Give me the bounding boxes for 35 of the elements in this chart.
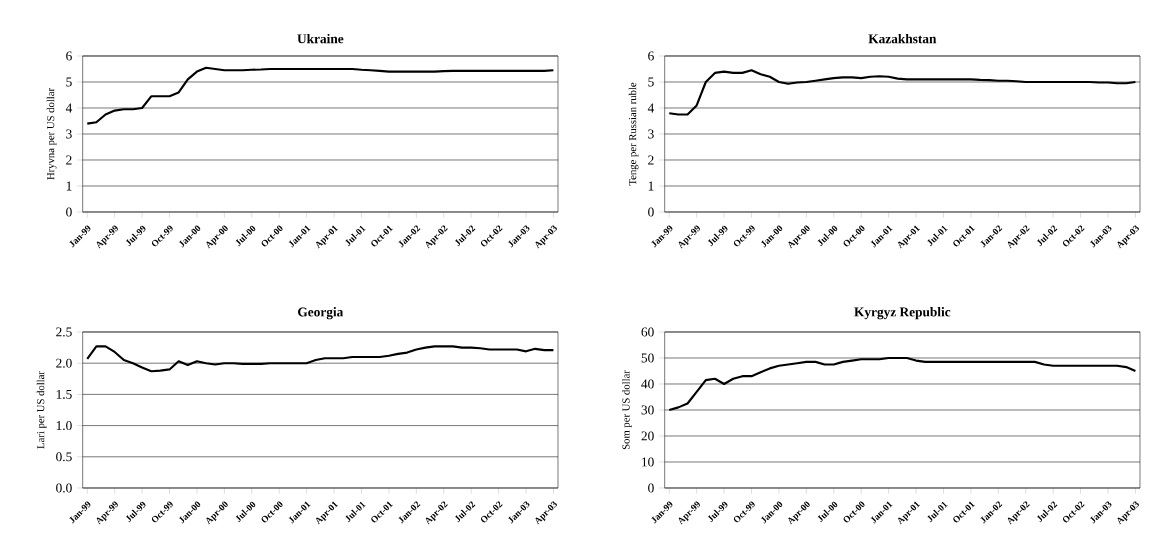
y-tick-label: 1.0 [56,421,72,431]
y-axis-title: Hryvna per US dollar [46,88,57,180]
y-tick-label: 0 [648,483,654,493]
y-axis-title: Som per US dollar [622,370,632,450]
y-tick-label: 0.0 [56,483,72,493]
y-tick-label: 2.0 [56,358,72,368]
chart-title: Ukraine [297,33,344,44]
y-tick-label: 4 [65,103,73,113]
y-tick-label: 1 [648,181,654,191]
chart-title: Kazakhstan [868,33,937,44]
chart-title: Georgia [298,307,344,320]
y-axis-title: Lari per US dollar [36,371,47,449]
y-tick-label: 5 [66,77,72,87]
y-tick-label: 30 [641,405,654,415]
y-tick-label: 20 [641,431,654,441]
y-tick-label: 50 [641,353,654,363]
y-tick-label: 0.5 [56,452,72,462]
y-tick-label: 1 [66,181,72,191]
y-tick-label: 6 [66,51,72,61]
y-tick-label: 0 [648,207,654,217]
y-tick-label: 4 [647,103,655,113]
y-tick-label: 60 [641,327,654,337]
y-tick-label: 2 [648,155,654,165]
y-tick-label: 2 [66,155,72,165]
y-tick-label: 3 [66,129,72,139]
y-tick-label: 2.5 [56,327,72,337]
y-tick-label: 6 [648,51,654,61]
y-axis-title: Tenge per Russian ruble [628,82,639,186]
y-tick-label: 1.5 [56,389,72,399]
y-tick-label: 40 [641,379,654,389]
y-tick-label: 3 [648,129,654,139]
chart-title: Kyrgyz Republic [854,307,951,320]
y-tick-label: 10 [642,457,654,467]
y-tick-label: 5 [648,77,654,87]
y-tick-label: 0 [66,207,72,217]
